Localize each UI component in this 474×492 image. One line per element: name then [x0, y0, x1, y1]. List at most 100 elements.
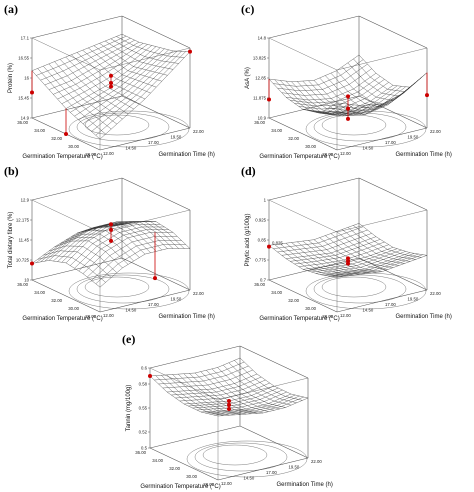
box-edge: [149, 447, 219, 481]
mesh-line: [121, 34, 191, 52]
mesh-line: [48, 63, 117, 125]
mesh-line: [65, 56, 134, 110]
panel-b: (b) 10 10.725 11.45 12.175 12.9 36.00 34.00 32.0…: [0, 162, 236, 324]
z-tick-label: 10: [24, 278, 29, 283]
mesh-line: [43, 66, 112, 130]
mesh-line: [71, 54, 140, 105]
temp-tick-label: 28.00: [85, 314, 96, 319]
mesh-line: [302, 80, 371, 116]
mesh-line: [302, 240, 371, 274]
z-axis-title: AsA (%): [245, 67, 251, 89]
time-axis-title: Germination Time (h): [396, 314, 452, 320]
time-tick-label: 12.00: [221, 481, 232, 486]
temp-tick-label: 30.00: [186, 474, 197, 479]
mesh-line: [280, 243, 349, 277]
mesh-line: [280, 80, 349, 115]
temp-tick-label: 36.00: [254, 282, 265, 287]
mesh-line: [297, 241, 366, 274]
surface-plot: 14.9 15.45 16 16.55 17.1 36.00 34.00 32.00 30.00…: [8, 15, 215, 160]
mesh-line: [116, 36, 185, 58]
box-edge: [268, 199, 338, 233]
floor-contour: [313, 112, 407, 142]
mesh-line: [330, 73, 399, 108]
temp-tick-label: 36.00: [17, 282, 28, 287]
time-tick-label: 14.50: [244, 476, 255, 481]
temp-tick-label: 28.00: [322, 152, 333, 157]
temp-tick-label: 34.00: [152, 458, 163, 463]
x-axis-title: Germination Temperature (°C): [259, 316, 339, 322]
time-tick-label: 17.00: [266, 470, 277, 475]
box-edge: [31, 37, 101, 71]
mesh-line: [60, 237, 129, 265]
temp-tick-label: 34.00: [271, 128, 282, 133]
data-point: [109, 222, 113, 227]
box-edge: [99, 47, 191, 71]
time-tick-label: 19.50: [171, 135, 182, 140]
x-axis-title: Germination Temperature (°C): [22, 154, 102, 160]
mesh-line: [347, 227, 416, 260]
data-point: [227, 407, 231, 411]
mesh-line: [223, 364, 292, 406]
mesh-line: [189, 373, 258, 414]
box-edge: [31, 257, 123, 281]
mesh-line: [54, 240, 123, 269]
time-axis-title: Germination Time (h): [159, 152, 215, 158]
floor-contour: [194, 442, 288, 472]
mesh-line: [99, 43, 168, 76]
temp-tick-label: 34.00: [271, 290, 282, 295]
mesh-line: [358, 223, 428, 256]
temp-tick-label: 28.00: [322, 314, 333, 319]
mesh-line: [178, 373, 247, 415]
mesh-line: [290, 239, 381, 262]
time-tick-label: 14.50: [363, 146, 374, 151]
mesh-line: [48, 245, 117, 273]
panel-e: (e) 0.5 0.52 0.55 0.58 0.6 36.00 34.00 32.00 30.0…: [118, 330, 354, 492]
mesh-line: [36, 36, 127, 76]
mesh-line: [105, 40, 174, 70]
floor-contour: [313, 274, 407, 304]
z-axis-title: Phytic acid (g/100g): [245, 213, 251, 266]
surface-plot: 10 10.725 11.45 12.175 12.9 36.00 34.00 32.00 30…: [8, 177, 215, 322]
box-edge: [268, 257, 360, 281]
z-tick-label: 10.9: [258, 116, 267, 121]
mesh-line: [78, 49, 169, 121]
mesh-line: [99, 248, 191, 288]
temp-tick-label: 30.00: [305, 306, 316, 311]
time-tick-label: 17.00: [148, 302, 159, 307]
box-edge: [358, 177, 428, 211]
z-tick-label: 12.175: [16, 218, 30, 223]
x-axis-title: Germination Temperature (°C): [259, 154, 339, 160]
box-edge: [268, 37, 338, 71]
floor-contour: [76, 274, 170, 304]
z-tick-label: 14.9: [21, 116, 30, 121]
data-point: [64, 132, 68, 136]
data-point: [346, 116, 350, 121]
box-edge: [336, 127, 428, 151]
mesh-line: [358, 54, 428, 88]
panel-a: (a) 14.9 15.45 16 16.55 17.1 36.00 34.00 32.00 30…: [0, 0, 236, 162]
surface-plot: 0.7 0.775 0.85 0.925 1 36.00 34.00 32.00 30.00 28…: [245, 177, 452, 322]
data-point: [346, 94, 350, 99]
time-tick-label: 19.50: [408, 135, 419, 140]
z-axis-title: Total dietary fibre (%): [8, 212, 14, 269]
box-edge: [31, 15, 123, 39]
floor-contour: [68, 272, 190, 310]
mesh-line: [268, 223, 360, 246]
mesh-line: [274, 79, 343, 115]
data-point: [425, 93, 429, 98]
data-point: [267, 244, 271, 249]
box-edge: [268, 117, 338, 151]
z-tick-label: 1: [264, 198, 267, 203]
mesh-line: [336, 231, 405, 264]
mesh-line: [268, 78, 338, 114]
time-tick-label: 17.00: [148, 140, 159, 145]
mesh-line: [268, 245, 338, 278]
time-tick-label: 22.00: [311, 459, 322, 464]
data-point: [30, 261, 34, 266]
box-edge: [31, 199, 101, 233]
mesh-line: [31, 224, 123, 264]
box-edge: [121, 95, 191, 129]
box-edge: [268, 177, 360, 201]
mesh-line: [82, 232, 174, 274]
time-tick-label: 12.00: [103, 313, 114, 318]
